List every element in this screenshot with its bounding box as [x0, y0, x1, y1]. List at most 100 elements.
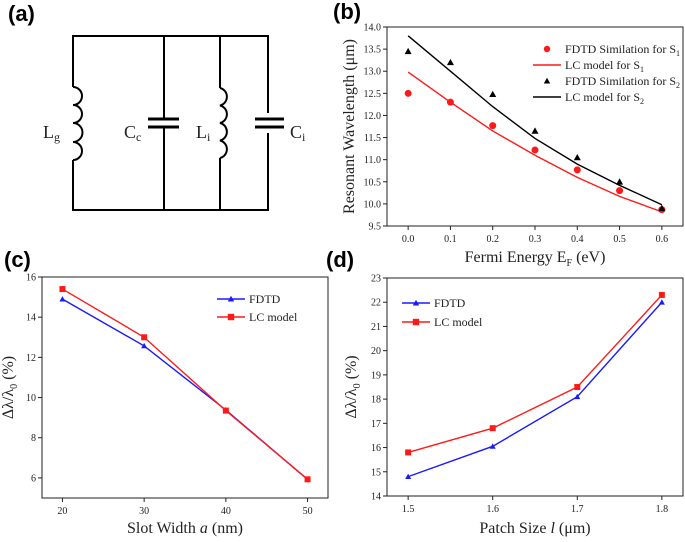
x-axis-label: Fermi Energy EF (eV) — [465, 249, 606, 269]
x-axis-label: Slot Width a (nm) — [127, 520, 243, 537]
y-axis-label-text: Δλ/λ — [0, 389, 17, 419]
data-point — [222, 407, 229, 414]
data-point — [404, 47, 412, 55]
data-point — [141, 334, 148, 341]
y-tick-label: 16 — [371, 443, 381, 454]
y-tick-label: 19 — [371, 370, 381, 381]
x-tick-label: 1.7 — [571, 504, 584, 515]
x-tick-label: 0.0 — [402, 234, 415, 245]
legend-label-sub: 2 — [640, 97, 644, 106]
y-tick-label: 11.0 — [364, 155, 381, 166]
data-point — [531, 127, 539, 134]
x-axis-label-text: Fermi Energy E — [465, 249, 567, 266]
x-axis-label-text: Patch Size — [479, 520, 550, 537]
legend-label: FDTD — [434, 296, 466, 310]
inductor-lg — [72, 86, 84, 161]
y-tick-label: 6 — [31, 473, 36, 484]
series-line — [407, 301, 663, 478]
data-point — [574, 393, 581, 400]
series-line — [62, 298, 309, 481]
inductor-li — [219, 87, 228, 159]
y-tick-label: 10 — [26, 393, 36, 404]
legend-label: FDTD — [249, 292, 281, 306]
x-tick-label: 20 — [57, 506, 67, 517]
data-point — [489, 122, 497, 130]
y-tick-label: 21 — [371, 322, 381, 333]
circuit-diagram — [72, 35, 284, 211]
legend-label-text: FDTD — [249, 292, 281, 306]
y-axis-label: Δλ/λ0 (%) — [343, 355, 363, 418]
x-tick-label: 0.2 — [486, 234, 499, 245]
y-axis-label-unit: (%) — [0, 356, 17, 384]
series-3 — [407, 35, 663, 206]
legend-label: LC model for S2 — [565, 90, 644, 106]
y-axis-label-unit: (%) — [343, 355, 360, 383]
y-tick-label: 11.5 — [364, 133, 381, 144]
legend-marker — [543, 77, 551, 84]
data-point — [616, 187, 624, 195]
label-li: Li — [196, 122, 211, 144]
x-axis-label-var: l — [550, 520, 555, 537]
x-axis-label-text: Slot Width — [127, 520, 200, 537]
series-line — [407, 35, 663, 206]
label-cc: Cc — [124, 122, 141, 144]
data-point — [658, 291, 665, 298]
data-point — [404, 89, 412, 97]
legend: FDTD LC model — [217, 292, 298, 324]
panel-label-c: (c) — [4, 247, 31, 272]
panel-label-d: (d) — [326, 247, 355, 272]
legend-marker — [412, 299, 420, 306]
legend-label-text: LC model for S — [565, 90, 640, 104]
series-2 — [404, 47, 666, 212]
data-point — [59, 296, 66, 302]
data-point — [489, 90, 497, 98]
data-point — [59, 286, 66, 293]
data-point — [658, 204, 666, 212]
data-point — [405, 473, 412, 480]
panel-label-b: (b) — [333, 0, 362, 24]
series-1 — [59, 286, 311, 483]
legend-label-text: LC model — [249, 310, 298, 324]
plot-frame — [386, 26, 684, 227]
series-1 — [407, 71, 663, 213]
y-tick-label: 13.5 — [364, 45, 382, 56]
legend-label: LC model for S1 — [565, 58, 644, 74]
y-tick-label: 15 — [371, 467, 381, 478]
y-tick-label: 17 — [371, 419, 381, 430]
data-point — [531, 146, 539, 154]
data-point — [574, 384, 581, 390]
x-tick-label: 1.5 — [402, 504, 415, 515]
legend-label: FDTD Similation for S2 — [565, 74, 680, 90]
x-tick-label: 0.4 — [571, 234, 584, 245]
series-0 — [404, 89, 666, 214]
x-tick-label: 0.6 — [656, 234, 669, 245]
legend-marker — [227, 313, 235, 321]
data-point — [573, 166, 581, 174]
data-point — [446, 58, 454, 66]
y-tick-label: 12.5 — [364, 89, 382, 100]
capacitor-cc — [148, 117, 179, 129]
y-axis-label-sub: 0 — [352, 383, 363, 388]
legend-label: FDTD Similation for S1 — [565, 42, 680, 58]
legend: FDTD LC model — [402, 296, 483, 329]
y-tick-label: 14 — [371, 492, 381, 503]
legend-marker — [543, 45, 551, 53]
data-point — [489, 443, 496, 449]
x-axis-label-unit: (eV) — [572, 249, 605, 266]
plot-frame — [41, 276, 329, 499]
capacitor-ci — [255, 117, 284, 129]
circuit-frame — [72, 35, 269, 211]
x-tick-label: 1.8 — [656, 504, 669, 515]
y-tick-label: 10.0 — [364, 199, 382, 210]
y-tick-label: 23 — [371, 274, 381, 285]
data-point — [616, 178, 624, 185]
legend-label: LC model — [249, 310, 298, 324]
legend-label-sub: 2 — [676, 81, 680, 90]
legend-label-text: LC model — [434, 315, 483, 329]
y-tick-label: 10.5 — [364, 177, 382, 188]
data-point — [573, 153, 581, 161]
y-tick-label: 16 — [26, 273, 36, 284]
legend-label-text: FDTD — [434, 296, 466, 310]
